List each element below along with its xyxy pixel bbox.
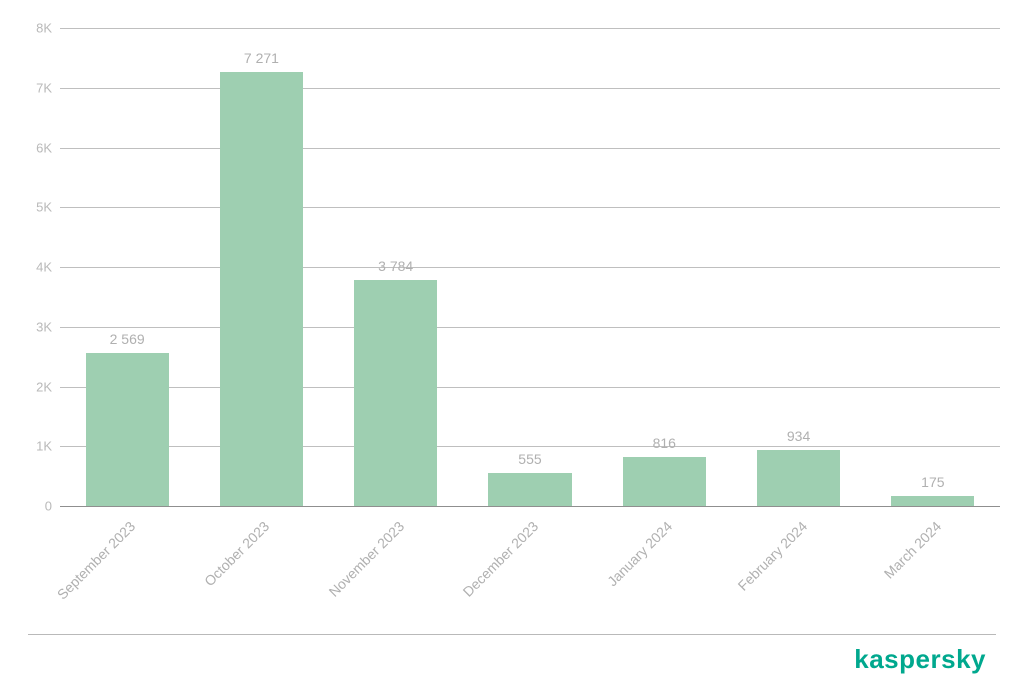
x-tick-label: March 2024 xyxy=(881,518,945,582)
x-axis-labels: September 2023October 2023November 2023D… xyxy=(60,518,1000,628)
y-tick-label: 1K xyxy=(36,439,60,454)
gridline xyxy=(60,327,1000,328)
y-tick-label: 8K xyxy=(36,21,60,36)
y-tick-label: 7K xyxy=(36,80,60,95)
bar: 3 784 xyxy=(354,280,437,506)
y-tick-label: 5K xyxy=(36,200,60,215)
x-tick-label: September 2023 xyxy=(54,518,139,603)
y-tick-label: 0 xyxy=(45,499,60,514)
x-tick-label: December 2023 xyxy=(460,518,542,600)
gridline xyxy=(60,88,1000,89)
bar-value-label: 175 xyxy=(921,474,944,496)
gridline xyxy=(60,446,1000,447)
bar: 2 569 xyxy=(86,353,169,506)
plot-area: 01K2K3K4K5K6K7K8K2 5697 2713 78455581693… xyxy=(60,28,1000,506)
bar-value-label: 7 271 xyxy=(244,50,279,72)
gridline xyxy=(60,267,1000,268)
bar: 555 xyxy=(488,473,571,506)
gridline xyxy=(60,207,1000,208)
gridline xyxy=(60,387,1000,388)
gridline xyxy=(60,148,1000,149)
x-tick-label: November 2023 xyxy=(325,518,407,600)
bar: 175 xyxy=(891,496,974,506)
bar: 934 xyxy=(757,450,840,506)
bar: 816 xyxy=(623,457,706,506)
y-tick-label: 3K xyxy=(36,319,60,334)
bar-value-label: 2 569 xyxy=(110,331,145,353)
bar-value-label: 3 784 xyxy=(378,258,413,280)
x-tick-label: January 2024 xyxy=(604,518,675,589)
bar-value-label: 555 xyxy=(518,451,541,473)
bar-value-label: 934 xyxy=(787,428,810,450)
x-tick-label: February 2024 xyxy=(734,518,810,594)
x-tick-label: October 2023 xyxy=(201,518,272,589)
y-tick-label: 6K xyxy=(36,140,60,155)
gridline xyxy=(60,28,1000,29)
bar-value-label: 816 xyxy=(653,435,676,457)
y-tick-label: 2K xyxy=(36,379,60,394)
bar: 7 271 xyxy=(220,72,303,506)
bar-chart: 0 1K 2K 3K 4K 5K 6K 7K 8K 2 569 7 271 3 784 555 816 93… xyxy=(0,0,1024,695)
brand-logo-text: kaspersky xyxy=(854,644,986,675)
y-tick-label: 4K xyxy=(36,260,60,275)
gridline xyxy=(60,506,1000,507)
footer-rule xyxy=(28,634,996,635)
